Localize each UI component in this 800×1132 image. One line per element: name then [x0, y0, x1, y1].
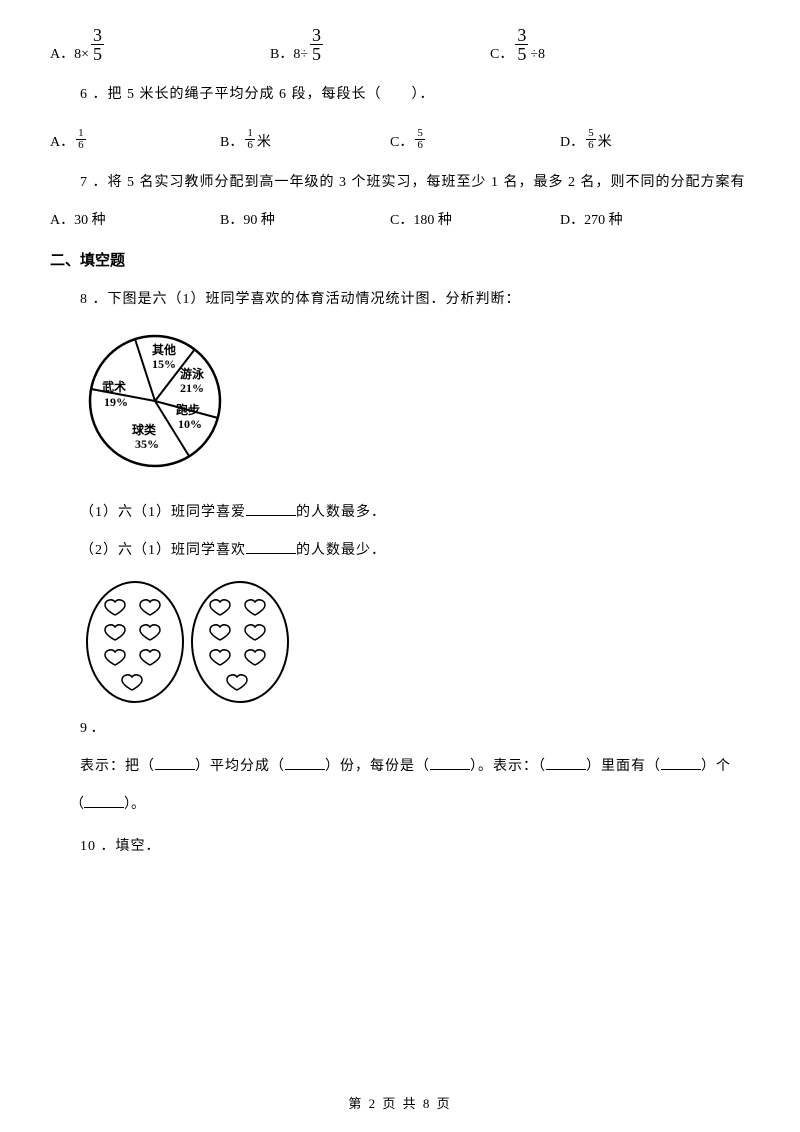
f: 第	[348, 1096, 368, 1111]
blank[interactable]	[285, 756, 325, 770]
q7-opt-c: C．180 种	[390, 209, 560, 229]
q8-sub1: （1）六（1）班同学喜爱 的人数最多．	[80, 501, 750, 521]
fraction: 3 5	[515, 26, 528, 63]
q5-b-prefix: B．8÷	[270, 43, 308, 63]
q8-sub2: （2）六（1）班同学喜欢 的人数最少．	[80, 539, 750, 559]
denominator: 5	[515, 45, 528, 63]
denominator: 6	[415, 140, 425, 151]
slice-label: 跑步	[176, 402, 200, 417]
t: ）份，每份是（	[325, 759, 430, 774]
numerator: 3	[310, 26, 323, 45]
fraction: 3 5	[91, 26, 104, 63]
q6-opt-c: C． 5 6	[390, 128, 560, 151]
fraction: 5 6	[586, 128, 596, 151]
slice-pct: 19%	[104, 395, 128, 409]
denominator: 5	[91, 45, 104, 63]
text: （1）六（1）班同学喜爱	[80, 505, 246, 520]
blank[interactable]	[430, 756, 470, 770]
denominator: 6	[245, 140, 255, 151]
q6-opt-b: B． 1 6 米	[220, 128, 390, 151]
q5-opt-c: C． 3 5 ÷8	[490, 26, 545, 63]
q6-options: A． 1 6 B． 1 6 米 C． 5 6 D． 5 6 米	[50, 128, 750, 151]
blank[interactable]	[84, 794, 124, 808]
t: 表示：把（	[80, 759, 155, 774]
slice-pct: 10%	[178, 417, 202, 431]
blank[interactable]	[546, 756, 586, 770]
q6-opt-d: D． 5 6 米	[560, 128, 612, 151]
q10-text: 10 ．填空．	[80, 835, 750, 855]
q5-options: A．8× 3 5 B．8÷ 3 5 C． 3 5 ÷8	[50, 26, 750, 63]
numerator: 3	[91, 26, 104, 45]
unit: 米	[257, 131, 271, 151]
text: 的人数最多．	[296, 505, 386, 520]
unit: 米	[598, 131, 612, 151]
fraction: 5 6	[415, 128, 425, 151]
q5-opt-a: A．8× 3 5	[50, 26, 270, 63]
blank[interactable]	[246, 502, 296, 516]
slice-label: 武术	[102, 379, 126, 394]
q5-opt-b: B．8÷ 3 5	[270, 26, 490, 63]
f: 页 共	[377, 1096, 423, 1111]
q9-line1: 表示：把（ ）平均分成（ ）份，每份是（ ）。表示：（ ）里面有（ ）个	[80, 755, 750, 775]
opt-label: D．	[560, 131, 584, 151]
page-num: 2	[369, 1096, 378, 1111]
text: （2）六（1）班同学喜欢	[80, 543, 246, 558]
page-footer: 第 2 页 共 8 页	[0, 1093, 800, 1112]
q5-c-suffix: ÷8	[530, 47, 545, 63]
q6-text: 6 ．把 5 米长的绳子平均分成 6 段，每段长（ ）．	[80, 83, 750, 103]
numerator: 3	[515, 26, 528, 45]
q5-c-prefix: C．	[490, 43, 513, 63]
t: ）里面有（	[586, 759, 661, 774]
slice-label: 球类	[132, 422, 157, 437]
t: ）个	[701, 759, 731, 774]
q7-opt-b: B．90 种	[220, 209, 390, 229]
ovals-svg	[80, 577, 300, 707]
denominator: 6	[76, 140, 86, 151]
blank[interactable]	[155, 756, 195, 770]
section-2-title: 二、填空题	[50, 249, 750, 270]
slice-pct: 15%	[152, 357, 176, 371]
q5-a-prefix: A．8×	[50, 43, 89, 63]
q7-opt-a: A．30 种	[50, 209, 220, 229]
denominator: 6	[586, 140, 596, 151]
slice-label: 游泳	[180, 366, 205, 381]
q9-line2: （ ）。	[70, 793, 750, 813]
pie-chart: 其他 15% 游泳 21% 跑步 10% 球类 35% 武术 19%	[80, 326, 750, 481]
fraction: 1 6	[245, 128, 255, 151]
q7-text: 7 ．将 5 名实习教师分配到高一年级的 3 个班实习，每班至少 1 名，最多 …	[80, 171, 750, 191]
opt-label: B．	[220, 131, 243, 151]
t: ）。	[124, 797, 145, 812]
slice-pct: 35%	[135, 437, 159, 451]
q6-opt-a: A． 1 6	[50, 128, 220, 151]
q7-opt-d: D．270 种	[560, 209, 623, 229]
opt-label: A．	[50, 131, 74, 151]
fraction: 3 5	[310, 26, 323, 63]
pie-svg: 其他 15% 游泳 21% 跑步 10% 球类 35% 武术 19%	[80, 326, 235, 476]
slice-label: 其他	[152, 342, 176, 357]
q9-label: 9 ．	[80, 717, 750, 737]
text: 的人数最少．	[296, 543, 386, 558]
t: ）。表示：（	[470, 759, 546, 774]
f: 页	[431, 1096, 451, 1111]
q8-text: 8 ．下图是六（1）班同学喜欢的体育活动情况统计图．分析判断：	[80, 288, 750, 308]
opt-label: C．	[390, 131, 413, 151]
q7-options: A．30 种 B．90 种 C．180 种 D．270 种	[50, 209, 750, 229]
blank[interactable]	[661, 756, 701, 770]
fraction: 1 6	[76, 128, 86, 151]
slice-pct: 21%	[180, 381, 204, 395]
t: ）平均分成（	[195, 759, 285, 774]
t: （	[70, 797, 84, 812]
denominator: 5	[310, 45, 323, 63]
blank[interactable]	[246, 540, 296, 554]
ovals-figure	[80, 577, 750, 712]
